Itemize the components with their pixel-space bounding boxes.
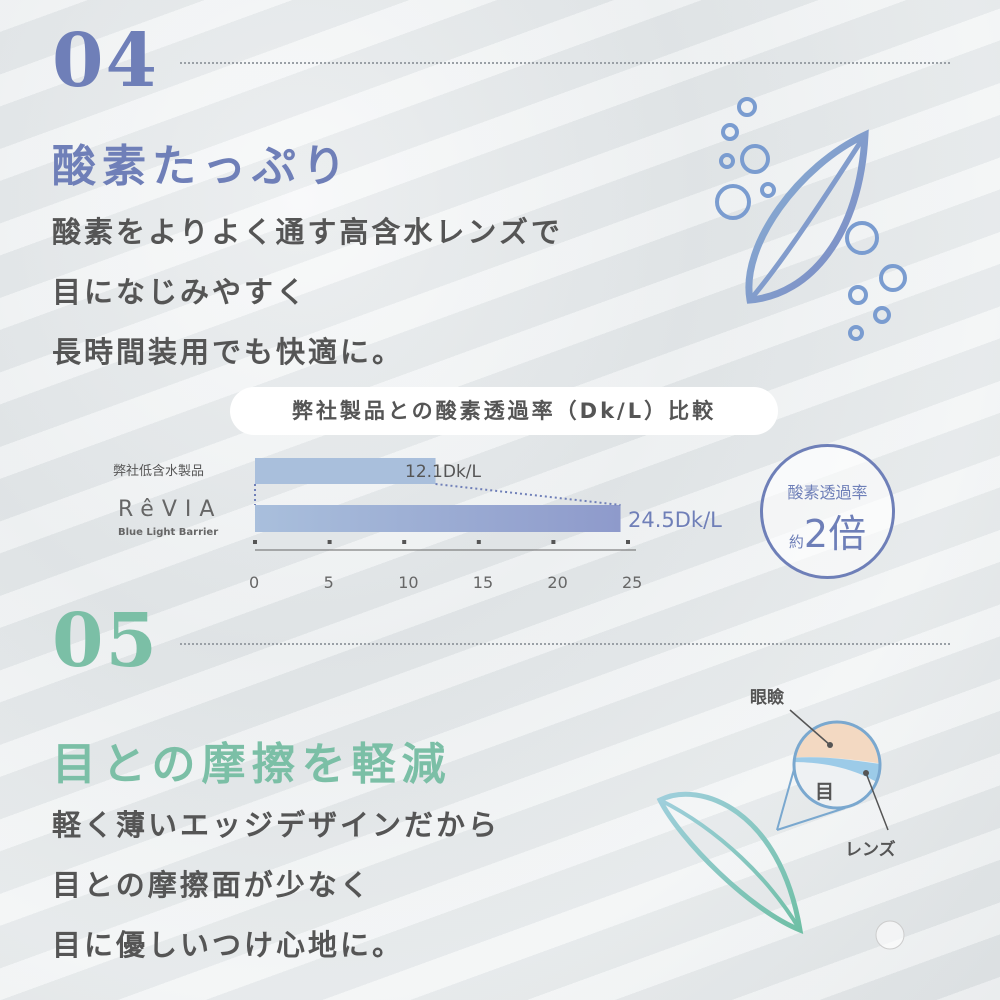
section-body-05: 軽く薄いエッジデザインだから 目との摩擦面が少なく 目に優しいつけ心地に。 bbox=[52, 795, 500, 975]
lens-bubbles-icon bbox=[715, 97, 907, 341]
divider bbox=[180, 643, 950, 645]
connector-line bbox=[254, 483, 621, 506]
tick-mark bbox=[551, 540, 556, 544]
section-number-04: 04 bbox=[52, 18, 159, 104]
tick-label: 5 bbox=[323, 573, 334, 592]
chart-heading: 弊社製品との酸素透過率（Dk/L）比較 bbox=[230, 387, 778, 435]
value-label: 12.1Dk/L bbox=[405, 462, 481, 482]
eye-label: 目 bbox=[815, 781, 835, 803]
revia-subtitle: Blue Light Barrier bbox=[118, 527, 219, 538]
lens-label: レンズ bbox=[845, 840, 896, 860]
tick-mark bbox=[626, 540, 630, 544]
section-title-04: 酸素たっぷり bbox=[52, 141, 352, 192]
tick-label: 15 bbox=[472, 573, 494, 592]
body-line: 目との摩擦面が少なく bbox=[52, 868, 372, 902]
lens-edge-diagram bbox=[656, 709, 905, 950]
bar bbox=[255, 458, 436, 484]
body-line: 酸素をよりよく通す高含水レンズで bbox=[52, 215, 563, 249]
tick-mark bbox=[327, 540, 332, 544]
ratio-badge: 酸素透過率 約2倍 bbox=[760, 444, 895, 579]
body-line: 長時間装用でも快適に。 bbox=[52, 335, 405, 369]
section-body-04: 酸素をよりよく通す高含水レンズで 目になじみやすく 長時間装用でも快適に。 bbox=[52, 202, 563, 382]
tick-label: 20 bbox=[547, 573, 568, 592]
revia-logo: RêVIA bbox=[118, 497, 223, 522]
section-number-05: 05 bbox=[52, 598, 159, 684]
section-title-05: 目との摩擦を軽減 bbox=[52, 739, 452, 790]
badge-label: 酸素透過率 bbox=[787, 483, 868, 502]
category-label: 弊社低含水製品 bbox=[113, 464, 205, 479]
badge-value: 2倍 bbox=[803, 512, 867, 556]
tick-mark bbox=[402, 540, 407, 544]
body-line: 目に優しいつけ心地に。 bbox=[52, 928, 405, 962]
body-line: 軽く薄いエッジデザインだから bbox=[52, 808, 501, 842]
bar bbox=[255, 505, 621, 532]
tick-mark bbox=[476, 540, 481, 544]
tick-label: 10 bbox=[398, 573, 419, 592]
tick-mark bbox=[253, 540, 257, 544]
eyelid-label: 眼瞼 bbox=[750, 688, 784, 708]
divider bbox=[180, 62, 950, 64]
body-line: 目になじみやすく bbox=[52, 275, 309, 309]
tick-label: 25 bbox=[622, 573, 643, 592]
tick-label: 0 bbox=[249, 573, 260, 592]
badge-prefix: 約 bbox=[788, 533, 804, 551]
value-label: 24.5Dk/L bbox=[628, 508, 722, 532]
